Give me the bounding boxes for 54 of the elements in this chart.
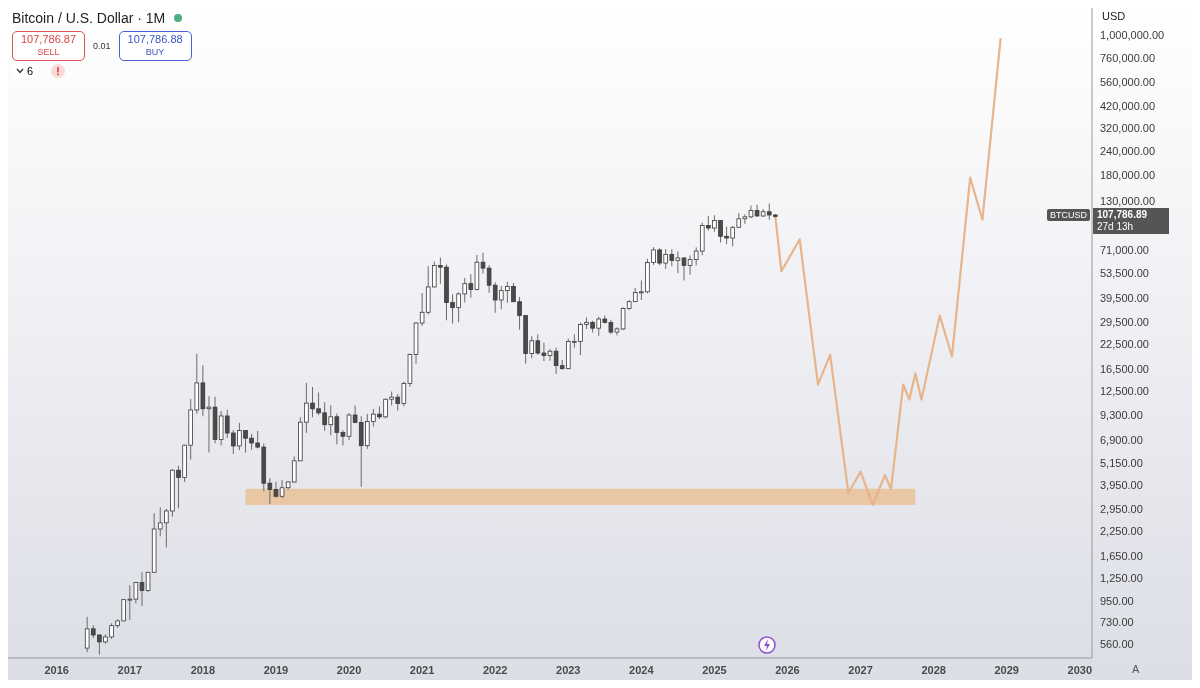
y-tick-label: 950.00 <box>1100 594 1134 607</box>
y-tick-label: 12,500.00 <box>1100 385 1149 398</box>
chart-title: Bitcoin / U.S. Dollar · 1M <box>12 10 166 26</box>
y-tick-label: 180,000.00 <box>1100 168 1156 181</box>
x-tick-label: 2024 <box>629 663 655 676</box>
y-tick-label: 1,250.00 <box>1100 572 1143 585</box>
text: 107,786.89 <box>1097 209 1149 222</box>
x-tick-label: 2030 <box>1067 663 1093 676</box>
y-tick-label: 9,300.00 <box>1100 409 1143 422</box>
annotation: 6 <box>27 65 34 77</box>
y-tick-label: 5,150.00 <box>1100 457 1143 470</box>
y-tick-label: 6,900.00 <box>1100 433 1143 446</box>
y-tick-label: 71,000.00 <box>1100 244 1149 257</box>
y-tick-label: 2,950.00 <box>1100 502 1143 515</box>
x-tick-label: 2023 <box>556 663 581 676</box>
y-tick-label: 3,950.00 <box>1100 478 1143 491</box>
y-tick-label: 1,000,000.00 <box>1100 29 1165 42</box>
annotation: BTCUSD <box>1047 209 1091 222</box>
y-tick-label: 560.00 <box>1100 637 1134 650</box>
annotation: 0.01 <box>93 41 111 51</box>
text: 27d 13h <box>1097 221 1135 234</box>
annotation: 107,786.87 <box>21 33 77 46</box>
text: USD <box>1098 10 1130 22</box>
line-series <box>774 36 1002 507</box>
y-tick-label: 2,250.00 <box>1100 524 1143 537</box>
y-tick-label: 240,000.00 <box>1100 145 1156 158</box>
x-tick-label: 2025 <box>702 663 727 676</box>
x-tick-label: 2026 <box>775 663 800 676</box>
y-tick-label: 29,500.00 <box>1100 315 1149 328</box>
x-tick-label: 2018 <box>190 663 216 676</box>
y-tick-label: 39,500.00 <box>1100 291 1149 304</box>
x-tick-label: 2017 <box>117 663 143 676</box>
y-tick-label: 1,650.00 <box>1100 549 1143 562</box>
annotation: SELL <box>36 46 61 59</box>
text: A <box>1132 663 1140 675</box>
x-tick-label: 2019 <box>263 663 289 676</box>
x-tick-label: 2020 <box>336 663 362 676</box>
y-tick-label: 130,000.00 <box>1100 195 1156 208</box>
x-tick-label: 2016 <box>44 663 69 676</box>
annotation: BUY <box>144 46 166 59</box>
y-tick-label: 560,000.00 <box>1100 76 1156 89</box>
y-tick-label: 730.00 <box>1100 616 1134 629</box>
y-tick-label: 16,500.00 <box>1100 362 1149 375</box>
y-tick-label: 22,500.00 <box>1100 337 1149 350</box>
x-tick-label: 2028 <box>921 663 946 676</box>
x-tick-label: 2022 <box>482 663 508 676</box>
y-tick-label: 760,000.00 <box>1100 51 1156 64</box>
annotation: 107,786.88 <box>127 33 183 46</box>
x-tick-label: 2021 <box>409 663 435 676</box>
x-tick-label: 2027 <box>848 663 873 676</box>
x-tick-label: 2029 <box>994 663 1019 676</box>
y-tick-label: 320,000.00 <box>1100 121 1156 134</box>
y-tick-label: 420,000.00 <box>1100 99 1156 112</box>
y-tick-label: 53,500.00 <box>1100 267 1149 280</box>
